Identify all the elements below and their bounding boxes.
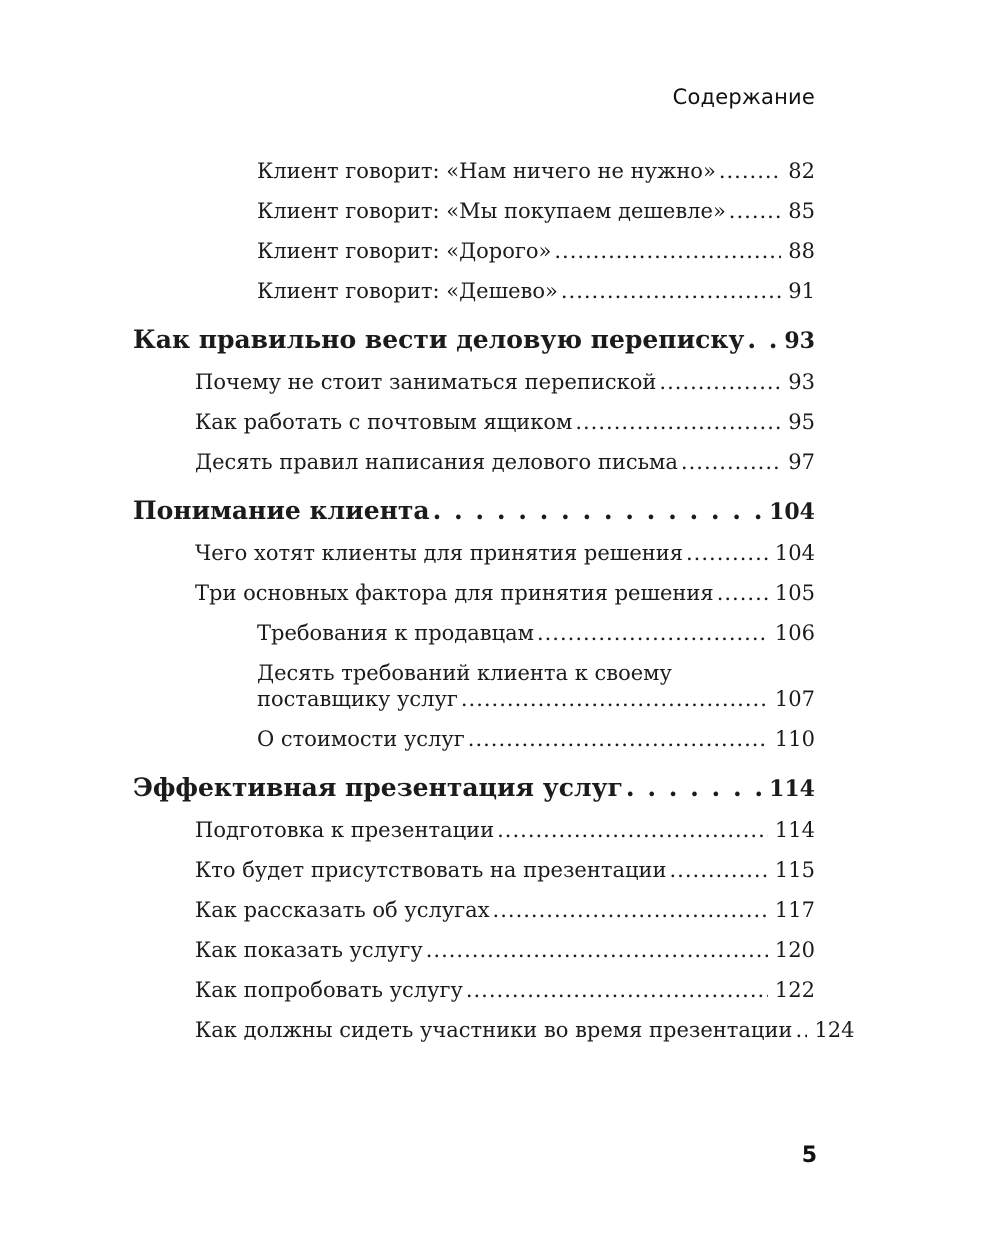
toc-entry: Три основных фактора для принятия решени… — [195, 582, 815, 604]
toc-entry: Десять правил написания делового письма … — [195, 451, 815, 473]
toc-entry-page: 110 — [774, 727, 815, 751]
toc-entry: Как должны сидеть участники во время пре… — [195, 1018, 855, 1042]
toc-chapter-title: Эффективная презентация услуг — [133, 773, 623, 802]
toc-entry-title: Кто будет присутствовать на презентации — [195, 858, 667, 882]
table-of-contents: Клиент говорит: «Нам ничего не нужно» 82… — [133, 160, 855, 1042]
toc-entry-page: 120 — [774, 938, 815, 962]
toc-entry-title: Как рассказать об услугах — [195, 898, 490, 922]
dot-leader — [729, 200, 781, 222]
toc-entry-title: Почему не стоит заниматься перепиской — [195, 370, 657, 394]
toc-entry-title: Клиент говорит: «Мы покупаем дешевле» — [257, 199, 726, 223]
toc-entry-page: 97 — [788, 450, 815, 474]
toc-entry-page: 88 — [788, 239, 815, 263]
toc-entry-page: 91 — [788, 279, 815, 303]
dot-leader — [497, 819, 768, 841]
toc-entry-title: Как попробовать услугу — [195, 978, 463, 1002]
toc-entry: Почему не стоит заниматься перепиской 93 — [195, 371, 815, 393]
toc-entry-page: 104 — [774, 541, 815, 565]
toc-entry-title: Три основных фактора для принятия решени… — [195, 581, 714, 605]
running-head: Содержание — [672, 85, 815, 109]
toc-entry: Кто будет присутствовать на презентации … — [195, 859, 815, 881]
dot-leader — [626, 774, 762, 802]
toc-entry-page: 122 — [774, 978, 815, 1002]
toc-chapter-heading: Понимание клиента 104 — [133, 497, 815, 526]
toc-entry-page: 115 — [774, 858, 815, 882]
toc-entry-line1: Десять требований клиента к своему — [257, 662, 815, 684]
toc-entry: Клиент говорит: «Дешево» 91 — [257, 280, 815, 302]
toc-entry-page: 82 — [788, 159, 815, 183]
toc-entry-title: Десять правил написания делового письма — [195, 450, 678, 474]
dot-leader — [554, 240, 781, 262]
toc-entry-page: 93 — [788, 370, 815, 394]
toc-entry-title: Подготовка к презентации — [195, 818, 495, 842]
toc-entry-page: 124 — [814, 1018, 855, 1042]
toc-chapter-heading: Как правильно вести деловую переписку 93 — [133, 326, 815, 355]
dot-leader — [686, 542, 768, 564]
dot-leader — [468, 728, 768, 750]
toc-entry: О стоимости услуг 110 — [257, 728, 815, 750]
dot-leader — [659, 371, 781, 393]
dot-leader — [561, 280, 781, 302]
dot-leader — [719, 160, 781, 182]
toc-entry-title-continued: поставщику услуг — [257, 687, 458, 711]
toc-entry-page: 114 — [774, 818, 815, 842]
toc-entry-title: Клиент говорит: «Дешево» — [257, 279, 558, 303]
toc-entry: Клиент говорит: «Дорого» 88 — [257, 240, 815, 262]
dot-leader — [426, 939, 768, 961]
toc-entry-title: Клиент говорит: «Дорого» — [257, 239, 552, 263]
toc-entry-title: Клиент говорит: «Нам ничего не нужно» — [257, 159, 716, 183]
toc-entry-title: Как работать с почтовым ящиком — [195, 410, 573, 434]
toc-entry-title: Чего хотят клиенты для принятия решения — [195, 541, 683, 565]
dot-leader — [433, 497, 762, 525]
toc-entry-title: Десять требований клиента к своему — [257, 661, 672, 685]
toc-entry: Как рассказать об услугах 117 — [195, 899, 815, 921]
toc-entry-title: О стоимости услуг — [257, 727, 465, 751]
page-number: 5 — [801, 1143, 817, 1168]
toc-entry-page: 85 — [788, 199, 815, 223]
toc-entry-title: Требования к продавцам — [257, 621, 534, 645]
dot-leader — [493, 899, 768, 921]
toc-entry: Подготовка к презентации 114 — [195, 819, 815, 841]
toc-entry-title: Как должны сидеть участники во время пре… — [195, 1018, 793, 1042]
toc-chapter-heading: Эффективная презентация услуг 114 — [133, 774, 815, 803]
toc-entry-title: Как показать услугу — [195, 938, 423, 962]
toc-entry: Как показать услугу 120 — [195, 939, 815, 961]
toc-entry-page: 95 — [788, 410, 815, 434]
toc-entry: Как попробовать услугу 122 — [195, 979, 815, 1001]
toc-chapter-page: 104 — [769, 499, 815, 525]
dot-leader — [795, 1019, 807, 1041]
toc-entry-page: 106 — [774, 621, 815, 645]
toc-entry-page: 107 — [774, 687, 815, 711]
dot-leader — [717, 582, 768, 604]
toc-entry-line2: поставщику услуг 107 — [257, 688, 815, 710]
toc-entry-page: 117 — [774, 898, 815, 922]
dot-leader — [747, 326, 777, 354]
dot-leader — [537, 622, 768, 644]
toc-entry: Клиент говорит: «Мы покупаем дешевле» 85 — [257, 200, 815, 222]
toc-chapter-title: Как правильно вести деловую переписку — [133, 325, 745, 354]
toc-chapter-title: Понимание клиента — [133, 496, 430, 525]
toc-entry: Клиент говорит: «Нам ничего не нужно» 82 — [257, 160, 815, 182]
dot-leader — [461, 688, 768, 710]
toc-entry: Чего хотят клиенты для принятия решения … — [195, 542, 815, 564]
dot-leader — [466, 979, 768, 1001]
dot-leader — [575, 411, 781, 433]
toc-entry: Как работать с почтовым ящиком 95 — [195, 411, 815, 433]
toc-chapter-page: 114 — [769, 776, 815, 802]
dot-leader — [670, 859, 768, 881]
dot-leader — [681, 451, 781, 473]
toc-chapter-page: 93 — [784, 328, 815, 354]
toc-entry-page: 105 — [774, 581, 815, 605]
toc-entry: Требования к продавцам 106 — [257, 622, 815, 644]
